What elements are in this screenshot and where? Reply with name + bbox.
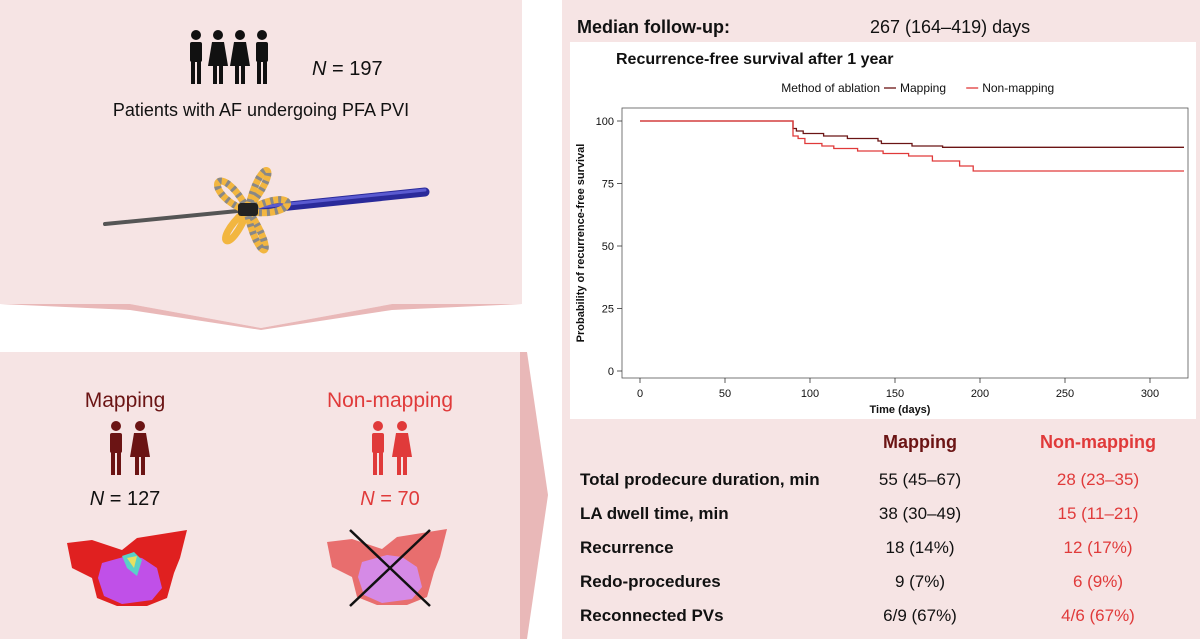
cohort-description: Patients with AF undergoing PFA PVI xyxy=(112,100,410,120)
table-cell-mapping: 38 (30–49) xyxy=(878,504,962,523)
x-tick-label: 0 xyxy=(637,388,643,400)
x-tick-label: 200 xyxy=(971,388,989,400)
pfa-catheter-illustration xyxy=(103,167,430,254)
survival-chart-box xyxy=(570,42,1196,419)
legend-entry-0: Mapping xyxy=(900,81,946,95)
nonmapping-group-title: Non-mapping xyxy=(326,389,454,412)
table-cell-mapping: 6/9 (67%) xyxy=(883,606,957,625)
groups-arrow xyxy=(520,352,548,639)
mapping-heart-map-image xyxy=(67,530,187,606)
legend-title: Method of ablation xyxy=(781,81,880,95)
table-cell-mapping: 9 (7%) xyxy=(894,572,946,591)
cohort-n: N = 197 xyxy=(312,58,383,81)
x-tick-label: 50 xyxy=(719,388,731,400)
x-axis-label: Time (days) xyxy=(870,404,931,416)
legend-entry-1: Non-mapping xyxy=(982,81,1054,95)
table-cell-nonmapping: 15 (11–21) xyxy=(1057,504,1139,523)
table-row-label: Redo-procedures xyxy=(580,572,721,591)
nonmapping-heart-map-image xyxy=(327,529,447,607)
table-row-label: Total prodecure duration, min xyxy=(580,470,820,489)
x-tick-label: 300 xyxy=(1141,388,1159,400)
x-tick-label: 250 xyxy=(1056,388,1074,400)
table-row-label: Reconnected PVs xyxy=(580,606,724,625)
survival-chart: Recurrence-free survival after 1 year Met… xyxy=(575,51,1189,416)
y-tick-label: 100 xyxy=(596,116,614,128)
series-line-mapping xyxy=(640,120,1184,148)
table-header-mapping: Mapping xyxy=(883,432,957,452)
x-tick-label: 150 xyxy=(886,388,904,400)
mapping-n-value: = 127 xyxy=(109,488,161,510)
followup-value: 267 (164–419) days xyxy=(870,17,1031,37)
y-tick-label: 75 xyxy=(602,179,614,191)
patients-group-icon xyxy=(190,30,268,84)
table-cell-nonmapping: 4/6 (67%) xyxy=(1061,606,1135,625)
mapping-group-title: Mapping xyxy=(84,389,166,412)
x-tick-label: 100 xyxy=(801,388,819,400)
series-line-non-mapping xyxy=(640,120,1184,172)
cohort-n-label: N xyxy=(312,58,327,80)
cohort-n-value: = 197 xyxy=(332,58,383,80)
mapping-n-label: N xyxy=(89,488,105,510)
nonmapping-n-value: = 70 xyxy=(380,488,420,510)
groups-panel xyxy=(0,352,527,639)
table-cell-mapping: 18 (14%) xyxy=(885,538,955,557)
table-cell-nonmapping: 28 (23–35) xyxy=(1056,470,1140,489)
y-tick-label: 0 xyxy=(608,366,614,378)
mapping-n: N = 127 xyxy=(40,488,210,511)
nonmapping-people-icon xyxy=(372,421,412,475)
table-cell-nonmapping: 6 (9%) xyxy=(1072,572,1124,591)
table-row-label: Recurrence xyxy=(580,538,674,557)
flow-chevron xyxy=(0,300,522,330)
chart-title: Recurrence-free survival after 1 year xyxy=(616,51,894,68)
y-tick-label: 50 xyxy=(602,241,614,253)
y-axis-label: Probability of recurrence-free survival xyxy=(575,144,587,343)
table-cell-mapping: 55 (45–67) xyxy=(878,470,962,489)
followup-label: Median follow-up: xyxy=(577,17,730,37)
nonmapping-n-label: N xyxy=(360,488,375,510)
plot-frame xyxy=(621,107,1189,379)
y-tick-label: 25 xyxy=(602,304,614,316)
mapping-people-icon xyxy=(110,421,150,475)
table-row-label: LA dwell time, min xyxy=(580,504,729,523)
nonmapping-n: N = 70 xyxy=(305,488,475,511)
table-cell-nonmapping: 12 (17%) xyxy=(1063,538,1133,557)
table-header-nonmapping: Non-mapping xyxy=(1040,432,1156,452)
